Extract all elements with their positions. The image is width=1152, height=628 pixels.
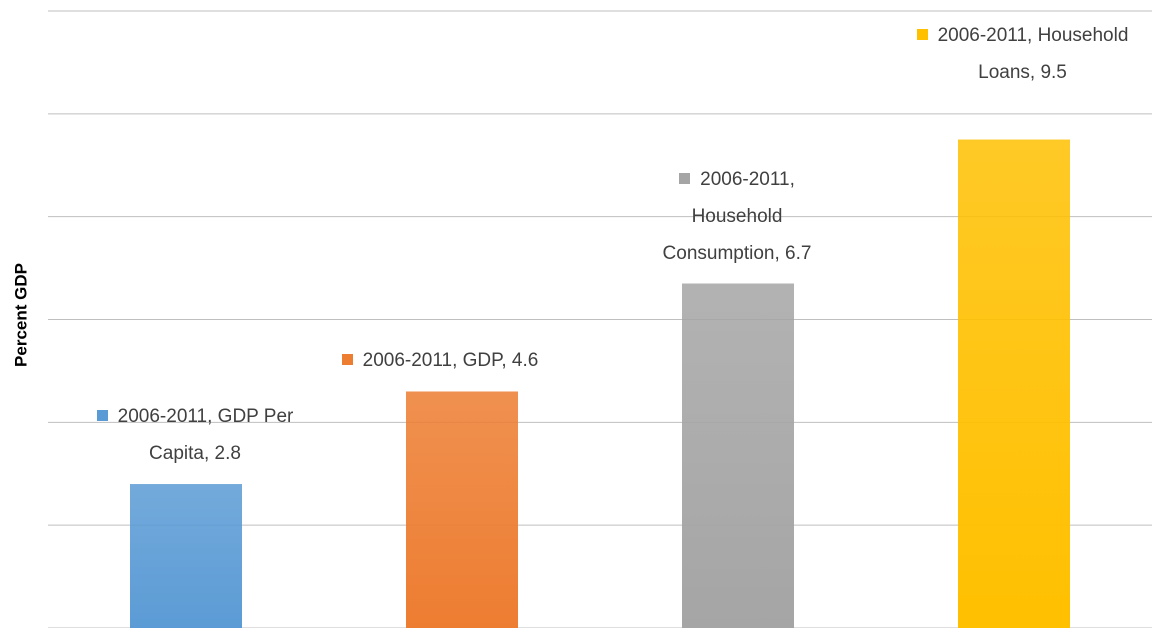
legend-key: [916, 28, 928, 40]
data-label: 2006-2011, Household Loans, 9.5: [905, 17, 1140, 91]
data-label-text: 2006-2011, Household Loans, 9.5: [937, 24, 1129, 83]
data-label-text: 2006-2011, GDP Per Capita, 2.8: [117, 406, 294, 465]
y-axis-label: Percent GDP: [11, 263, 30, 367]
legend-key: [679, 172, 691, 184]
data-label-text: 2006-2011, Household Consumption, 6.7: [662, 168, 812, 264]
data-label: 2006-2011, Household Consumption, 6.7: [632, 161, 842, 272]
legend-key: [96, 410, 108, 422]
data-label: 2006-2011, GDP, 4.6: [340, 342, 540, 379]
bar: [958, 139, 1070, 628]
bar: [682, 283, 794, 628]
legend-key: [341, 354, 353, 366]
bar: [130, 484, 242, 628]
bar: [406, 391, 518, 628]
data-label-text: 2006-2011, GDP, 4.6: [362, 350, 539, 372]
data-label: 2006-2011, GDP Per Capita, 2.8: [65, 398, 325, 472]
